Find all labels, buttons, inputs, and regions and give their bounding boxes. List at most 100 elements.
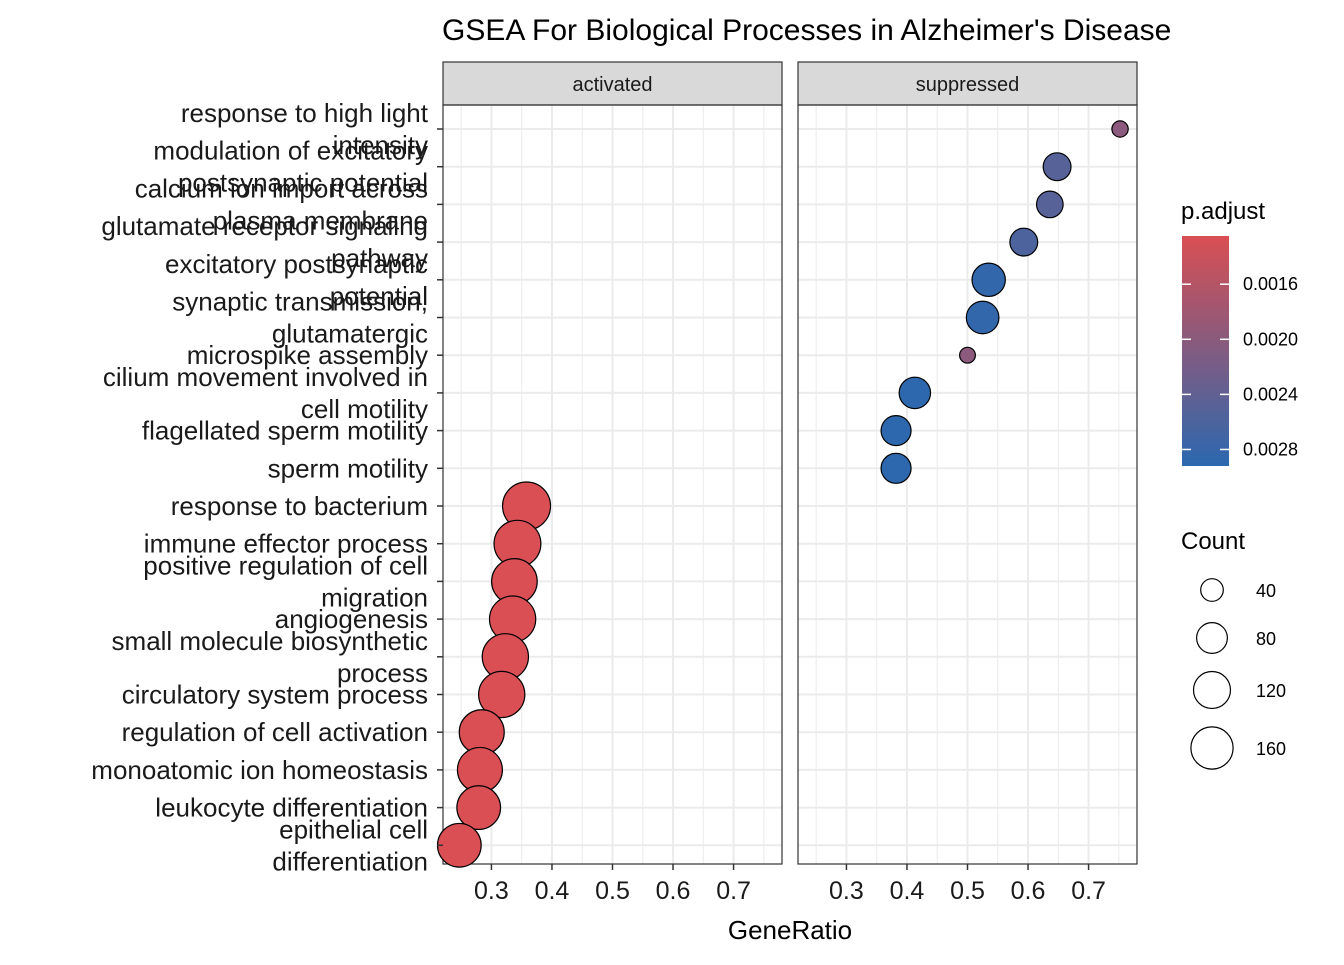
data-point [436, 822, 482, 868]
y-tick-label: circulatory system process [122, 680, 428, 710]
x-tick-label: 0.7 [1071, 877, 1106, 905]
y-tick-label: immune effector process [144, 529, 428, 559]
y-tick-label-line: process [337, 658, 428, 688]
data-point [456, 785, 502, 831]
y-tick-label-line: angiogenesis [275, 604, 428, 634]
y-tick-label: flagellated sperm motility [142, 416, 428, 446]
x-axis-ticks: 0.3 0.4 0.5 0.6 0.7 0.3 0.4 0.5 0.6 0.7 [474, 864, 1106, 905]
y-tick-label-line: postsynaptic potential [178, 168, 428, 198]
p-adjust-legend-title: p.adjust [1181, 198, 1265, 225]
y-tick-label: small molecule biosynthetic process [112, 626, 428, 688]
y-tick-label-line: cell motility [301, 394, 428, 424]
y-tick-label: glutamate receptor signaling pathway [101, 211, 428, 273]
y-tick-label: cilium movement involved in cell motility [103, 362, 428, 424]
y-tick-label-line: excitatory postsynaptic [165, 249, 428, 279]
y-axis-labels: response to high light intensitymodulatio… [91, 98, 443, 876]
y-tick-label-line: regulation of cell activation [122, 717, 428, 747]
y-tick-label-line: flagellated sperm motility [142, 416, 428, 446]
data-point [1035, 190, 1064, 219]
y-tick-label: monoatomic ion homeostasis [91, 755, 428, 785]
y-tick-label-line: positive regulation of cell [143, 550, 428, 580]
y-tick-label: sperm motility [268, 453, 428, 483]
y-tick-label: modulation of excitatory postsynaptic pot… [153, 136, 428, 198]
data-point [880, 415, 912, 447]
data-point [959, 346, 976, 364]
colorbar-label: 0.0020 [1243, 329, 1298, 349]
x-tick-label: 0.6 [1011, 877, 1046, 905]
x-tick-label: 0.5 [595, 877, 630, 905]
facet-panel-suppressed: suppressed [797, 61, 1138, 865]
count-legend: Count 40 80 120 160 [1181, 528, 1286, 770]
y-tick-label-line: glutamate receptor signaling [101, 211, 428, 241]
colorbar-label: 0.0028 [1243, 439, 1298, 459]
facet-panel-activated: activated [436, 61, 783, 868]
count-legend-key [1200, 578, 1224, 602]
y-tick-label-line: modulation of excitatory [153, 136, 428, 166]
y-tick-label-line: response to high light [181, 98, 429, 128]
y-tick-label-line: circulatory system process [122, 680, 428, 710]
y-tick-label-line: response to bacterium [171, 491, 428, 521]
y-tick-label-line: cilium movement involved in [103, 362, 428, 392]
y-tick-label-line: monoatomic ion homeostasis [91, 755, 428, 785]
y-tick-label: epithelial cell differentiation [272, 814, 428, 876]
count-legend-key [1192, 670, 1232, 710]
y-tick-label-line: differentiation [272, 846, 428, 876]
count-legend-key [1196, 622, 1228, 654]
y-tick-label-line: pathway [331, 243, 428, 273]
facet-strip-label: suppressed [916, 74, 1019, 96]
y-tick-label-line: immune effector process [144, 529, 428, 559]
y-tick-label-line: small molecule biosynthetic [112, 626, 428, 656]
chart-title: GSEA For Biological Processes in Alzheim… [442, 14, 1171, 47]
y-tick-label-line: glutamatergic [272, 319, 428, 349]
data-point [965, 300, 1000, 335]
y-tick-label-line: plasma membrane [213, 205, 428, 235]
y-tick-label: calcium ion import across plasma membrane [135, 173, 428, 235]
x-tick-label: 0.5 [950, 877, 985, 905]
y-tick-label-line: epithelial cell [279, 814, 428, 844]
data-point [971, 262, 1006, 298]
data-point [898, 376, 932, 410]
p-adjust-colorbar [1182, 236, 1229, 466]
y-tick-label-line: microspike assembly [187, 340, 428, 370]
facet-strip [797, 61, 1138, 106]
facet-panels: activated suppressed [436, 61, 1138, 868]
data-point [1042, 152, 1072, 182]
x-tick-label: 0.6 [656, 877, 691, 905]
facet-strip-label: activated [572, 74, 652, 96]
x-tick-label: 0.7 [716, 877, 751, 905]
count-legend-label: 40 [1256, 581, 1276, 601]
y-tick-label: leukocyte differentiation [155, 793, 428, 823]
y-tick-label: positive regulation of cell migration [143, 550, 428, 612]
y-tick-label-line: potential [330, 281, 428, 311]
y-tick-label-line: sperm motility [268, 453, 428, 483]
count-legend-label: 80 [1256, 629, 1276, 649]
y-tick-label: response to bacterium [171, 491, 428, 521]
count-legend-key [1190, 726, 1234, 770]
y-tick-label: angiogenesis [275, 604, 428, 634]
y-tick-label: microspike assembly [187, 340, 428, 370]
x-tick-label: 0.4 [535, 877, 570, 905]
x-axis-title: GeneRatio [728, 915, 852, 945]
data-point [478, 670, 526, 719]
y-tick-label: regulation of cell activation [122, 717, 428, 747]
x-tick-label: 0.4 [890, 877, 925, 905]
y-tick-label: response to high light intensity [181, 98, 429, 160]
y-tick-label: excitatory postsynaptic potential [165, 249, 428, 311]
count-legend-label: 120 [1256, 681, 1286, 701]
data-point [1009, 227, 1039, 257]
colorbar-label: 0.0024 [1243, 384, 1298, 404]
y-tick-label-line: migration [321, 582, 428, 612]
x-tick-label: 0.3 [474, 877, 509, 905]
y-tick-label: synaptic transmission, glutamatergic [172, 287, 428, 349]
y-tick-label-line: synaptic transmission, [172, 287, 428, 317]
facet-strip [442, 61, 783, 106]
count-legend-title: Count [1181, 528, 1245, 555]
p-adjust-legend: p.adjust 0.0016 0.0020 0.0024 0.0028 [1181, 198, 1298, 466]
data-point [880, 452, 912, 484]
y-tick-label-line: calcium ion import across [135, 173, 428, 203]
count-legend-label: 160 [1256, 739, 1286, 759]
y-tick-label-line: leukocyte differentiation [155, 793, 428, 823]
y-tick-label-line: intensity [333, 130, 428, 160]
